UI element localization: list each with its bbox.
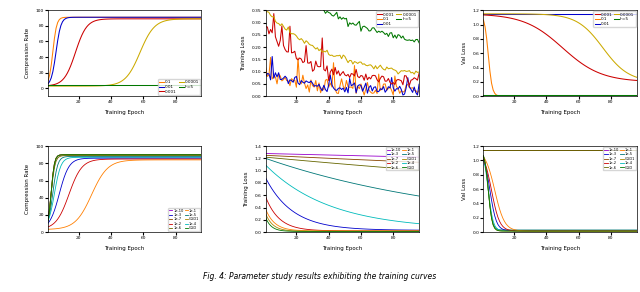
Legend: 0.001, 0.1, 0.01, 0.0001, lr=5: 0.001, 0.1, 0.01, 0.0001, lr=5 [376, 11, 418, 27]
X-axis label: Training Epoch: Training Epoch [104, 246, 145, 251]
Y-axis label: Val Loss: Val Loss [462, 42, 467, 64]
Y-axis label: Training Loss: Training Loss [244, 171, 249, 207]
X-axis label: Training Epoch: Training Epoch [323, 110, 362, 115]
Y-axis label: Compression Rate: Compression Rate [25, 28, 30, 78]
X-axis label: Training Epoch: Training Epoch [540, 246, 580, 251]
Y-axis label: Training Loss: Training Loss [241, 35, 246, 71]
Legend: 1e-10, 1e-3, 1e-7, 1e-2, 1e-6, 1e-1, 1e-5, CGD1, 1e-4, CGD: 1e-10, 1e-3, 1e-7, 1e-2, 1e-6, 1e-1, 1e-… [386, 147, 418, 171]
Text: Fig. 4: Parameter study results exhibiting the training curves: Fig. 4: Parameter study results exhibiti… [204, 272, 436, 281]
Y-axis label: Val Loss: Val Loss [462, 178, 467, 200]
X-axis label: Training Epoch: Training Epoch [104, 110, 145, 115]
Legend: 1e-10, 1e-3, 1e-7, 1e-2, 1e-6, 1e-1, 1e-5, CGD1, 1e-4, CGD: 1e-10, 1e-3, 1e-7, 1e-2, 1e-6, 1e-1, 1e-… [604, 147, 636, 171]
Y-axis label: Compression Rate: Compression Rate [25, 164, 30, 214]
X-axis label: Training Epoch: Training Epoch [323, 246, 362, 251]
Legend: 0.001, 0.1, 0.01, 0.0001, lr=5: 0.001, 0.1, 0.01, 0.0001, lr=5 [593, 11, 636, 27]
Legend: 1e-10, 1e-3, 1e-7, 1e-2, 1e-6, 1e-1, 1e-5, CGD1, 1e-4, CGD: 1e-10, 1e-3, 1e-7, 1e-2, 1e-6, 1e-1, 1e-… [168, 208, 200, 231]
Legend: 0.1, 0.01, 0.001, 0.0001, lr=5: 0.1, 0.01, 0.001, 0.0001, lr=5 [158, 79, 200, 95]
X-axis label: Training Epoch: Training Epoch [540, 110, 580, 115]
